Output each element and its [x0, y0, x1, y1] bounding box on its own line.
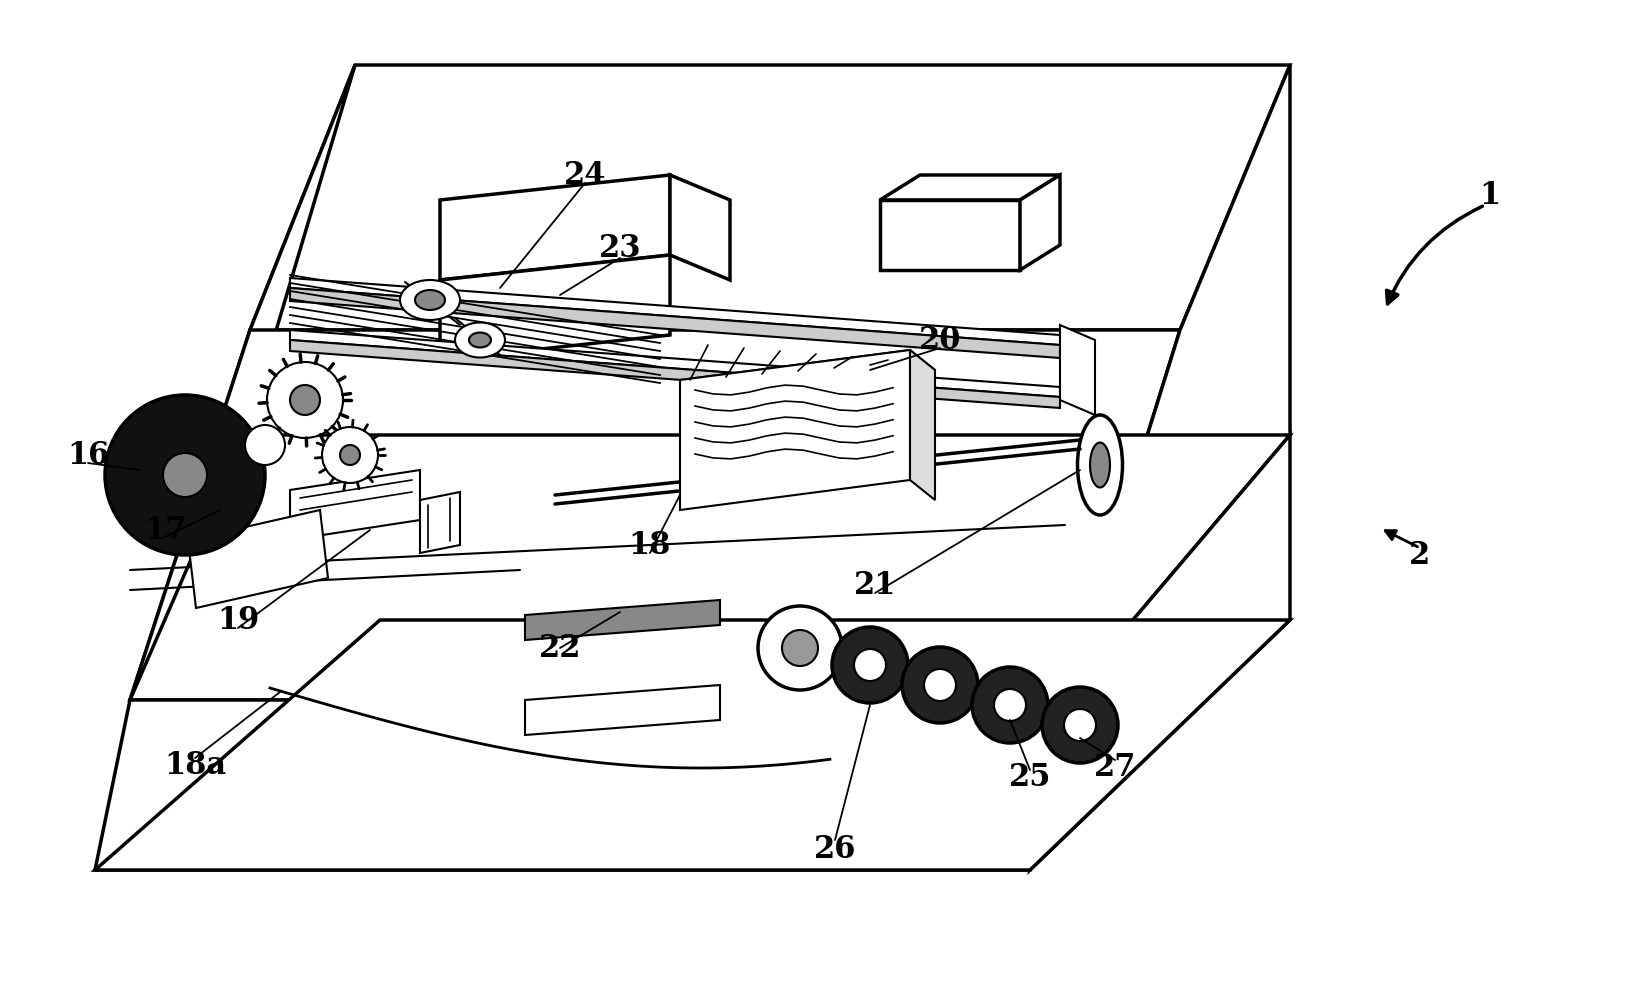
Circle shape [971, 667, 1047, 743]
Polygon shape [525, 685, 720, 735]
Text: 2: 2 [1409, 540, 1431, 571]
Circle shape [781, 630, 818, 666]
Text: 24: 24 [563, 159, 606, 190]
Circle shape [995, 689, 1026, 721]
Polygon shape [439, 175, 671, 280]
Circle shape [164, 453, 206, 497]
Text: 17: 17 [144, 515, 187, 546]
Polygon shape [420, 492, 459, 553]
Text: 26: 26 [814, 835, 856, 866]
Text: 21: 21 [854, 570, 895, 601]
Circle shape [106, 395, 264, 555]
Circle shape [833, 627, 909, 703]
Text: 22: 22 [539, 632, 582, 663]
Polygon shape [188, 510, 329, 608]
Text: 20: 20 [919, 325, 961, 356]
Text: 27: 27 [1094, 753, 1137, 784]
Polygon shape [249, 65, 1290, 330]
Text: 1: 1 [1480, 179, 1500, 210]
Circle shape [268, 362, 344, 438]
Polygon shape [131, 65, 355, 700]
Polygon shape [1019, 175, 1061, 270]
Circle shape [340, 445, 360, 465]
Polygon shape [96, 700, 1066, 870]
Circle shape [1042, 687, 1118, 763]
Polygon shape [671, 175, 730, 280]
Circle shape [758, 606, 843, 690]
Polygon shape [291, 288, 1061, 358]
Polygon shape [96, 620, 1290, 870]
Ellipse shape [415, 290, 444, 310]
Polygon shape [681, 350, 910, 510]
Polygon shape [910, 350, 935, 500]
Polygon shape [291, 470, 420, 540]
Circle shape [1064, 709, 1095, 741]
Polygon shape [525, 600, 720, 640]
Text: 19: 19 [216, 605, 259, 635]
Circle shape [902, 647, 978, 723]
Text: 25: 25 [1009, 763, 1051, 794]
Polygon shape [1066, 65, 1290, 700]
Text: 16: 16 [66, 439, 109, 470]
Polygon shape [291, 330, 1061, 397]
Polygon shape [131, 435, 1290, 700]
Circle shape [923, 669, 957, 701]
Text: 23: 23 [598, 232, 641, 264]
Circle shape [244, 425, 286, 465]
Ellipse shape [400, 280, 459, 320]
Circle shape [322, 427, 378, 483]
Polygon shape [881, 200, 1019, 270]
Circle shape [854, 649, 885, 681]
Text: 18a: 18a [164, 750, 226, 781]
Ellipse shape [1090, 442, 1110, 487]
Ellipse shape [454, 323, 506, 358]
Polygon shape [1029, 435, 1290, 870]
Polygon shape [291, 278, 1061, 345]
Ellipse shape [1077, 415, 1122, 515]
Polygon shape [131, 330, 1180, 700]
Circle shape [291, 385, 320, 415]
Text: 18: 18 [629, 530, 671, 561]
Polygon shape [439, 255, 671, 360]
Polygon shape [1061, 325, 1095, 415]
Polygon shape [881, 175, 1061, 200]
Polygon shape [291, 340, 1061, 408]
Ellipse shape [469, 333, 491, 348]
Polygon shape [681, 350, 935, 400]
